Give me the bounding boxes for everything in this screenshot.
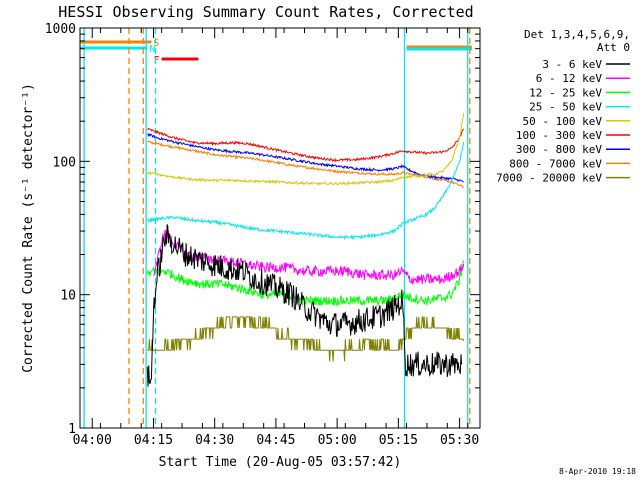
- y-tick-label: 10: [60, 289, 76, 304]
- x-axis-label: Start Time (20-Aug-05 03:57:42): [159, 455, 402, 470]
- mode-marker-lines: [83, 28, 471, 428]
- series-line-300-800-keV: [147, 133, 464, 183]
- series-line-50-100-keV: [146, 113, 465, 186]
- legend-label: 6 - 12 keV: [536, 72, 603, 85]
- series-layer: [146, 113, 465, 387]
- flag-label-N: N: [149, 44, 155, 55]
- series-line-100-300-keV: [147, 127, 465, 163]
- y-tick-label: 1: [68, 422, 76, 437]
- chart-title: HESSI Observing Summary Count Rates, Cor…: [58, 3, 473, 21]
- legend-label: 300 - 800 keV: [516, 143, 602, 156]
- plot-frame: [79, 27, 481, 429]
- series-line-25-50-keV: [146, 141, 465, 241]
- flag-label-F: F: [154, 55, 160, 66]
- x-tick-label: 05:00: [318, 433, 357, 448]
- series-line-7000-20000-keV: [147, 316, 465, 362]
- x-tick-label: 05:30: [440, 433, 479, 448]
- y-tick-label: 100: [53, 155, 76, 170]
- legend-label: 12 - 25 keV: [529, 86, 602, 99]
- observing-flags: SNF: [80, 38, 472, 66]
- series-line-800-7000-keV: [147, 140, 464, 189]
- x-tick-label: 04:15: [134, 433, 173, 448]
- legend-label: 800 - 7000 keV: [509, 157, 602, 170]
- legend-header-line: Att 0: [597, 41, 630, 54]
- flag-label-S: S: [153, 38, 159, 49]
- legend-label: 100 - 300 keV: [516, 129, 602, 142]
- x-tick-label: 04:00: [73, 433, 112, 448]
- y-tick-label: 1000: [45, 22, 76, 37]
- legend-header-line: Det 1,3,4,5,6,9,: [524, 28, 630, 41]
- x-tick-label: 05:15: [379, 433, 418, 448]
- legend-label: 7000 - 20000 keV: [496, 172, 602, 185]
- legend-label: 25 - 50 keV: [529, 101, 602, 114]
- legend-label: 3 - 6 keV: [542, 58, 602, 71]
- x-tick-label: 04:45: [256, 433, 295, 448]
- axes: 04:00 04:15 04:30 04:45 05:00 05:15 05:30 1 10 10…: [45, 22, 480, 448]
- y-axis-label: Corrected Count Rate (s⁻¹ detector⁻¹): [21, 83, 36, 373]
- series-line-12-25-keV: [146, 260, 465, 307]
- generation-timestamp: 8-Apr-2010 19:18: [559, 467, 636, 476]
- series-line-3-6-keV: [146, 224, 463, 387]
- x-tick-label: 04:30: [195, 433, 234, 448]
- legend-label: 50 - 100 keV: [523, 115, 603, 128]
